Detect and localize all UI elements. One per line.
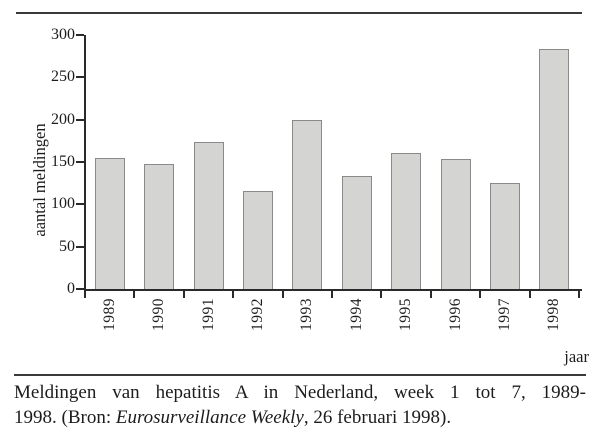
y-tick — [76, 118, 84, 121]
y-tick — [76, 76, 84, 79]
y-tick — [76, 245, 84, 248]
bar-1991 — [193, 141, 224, 289]
x-tick — [232, 291, 235, 298]
x-axis-line — [84, 289, 582, 291]
x-tick — [133, 291, 136, 298]
x-tick-label: 1995 — [397, 298, 415, 331]
y-tick — [76, 34, 84, 36]
bar-1995 — [391, 152, 422, 289]
x-tick — [84, 291, 86, 298]
y-tick — [76, 203, 84, 206]
caption-line-2: 1998. (Bron: Eurosurveillance Weekly, 26… — [14, 405, 586, 430]
x-tick-label: 1990 — [150, 298, 168, 331]
y-tick — [76, 288, 84, 290]
y-tick-label: 0 — [67, 280, 75, 297]
x-tick — [182, 291, 185, 298]
top-rule — [16, 12, 582, 14]
y-tick-label: 250 — [51, 68, 75, 86]
x-tick — [380, 291, 383, 298]
bar-1994 — [341, 175, 372, 289]
x-tick-label: 1996 — [446, 298, 464, 331]
caption-line-1: Meldingen van hepatitis A in Nederland, … — [14, 382, 586, 403]
y-tick-label: 100 — [51, 195, 75, 213]
x-tick-label: 1998 — [545, 298, 563, 331]
y-tick-label: 50 — [59, 237, 75, 255]
x-tick — [479, 291, 482, 298]
caption-line-2-suffix: , 26 februari 1998). — [303, 407, 452, 428]
x-tick — [578, 291, 580, 298]
y-tick-label: 300 — [51, 26, 75, 43]
caption-line-2-prefix: 1998. (Bron: — [14, 407, 116, 428]
caption-rule — [14, 374, 586, 376]
bar-1998 — [539, 48, 570, 289]
x-tick — [281, 291, 284, 298]
bar-1993 — [292, 119, 323, 289]
bar-1989 — [94, 157, 125, 289]
x-tick-label: 1993 — [298, 298, 316, 331]
bar-1996 — [440, 159, 471, 289]
x-tick — [528, 291, 531, 298]
x-tick-label: 1991 — [199, 298, 217, 331]
chart: aantal meldingen 0 50 100 150 200 250 300 1989… — [30, 26, 589, 366]
y-tick — [76, 161, 84, 163]
y-tick-label: 150 — [51, 153, 75, 170]
journal-name-italic: Eurosurveillance Weekly — [115, 407, 304, 428]
x-tick — [331, 291, 333, 298]
figure-caption: Meldingen van hepatitis A in Nederland, … — [14, 380, 586, 430]
bar-1992 — [242, 190, 273, 289]
y-tick-label: 200 — [51, 110, 75, 128]
x-tick-label: 1992 — [248, 298, 266, 331]
x-axis-title: jaar — [564, 347, 589, 366]
x-tick-label: 1994 — [347, 298, 365, 331]
x-tick-label: 1997 — [495, 298, 513, 331]
x-tick-label: 1989 — [100, 298, 118, 331]
bar-1990 — [144, 163, 175, 289]
x-tick — [429, 291, 432, 298]
y-axis-line — [84, 35, 86, 291]
bar-1997 — [489, 183, 520, 289]
